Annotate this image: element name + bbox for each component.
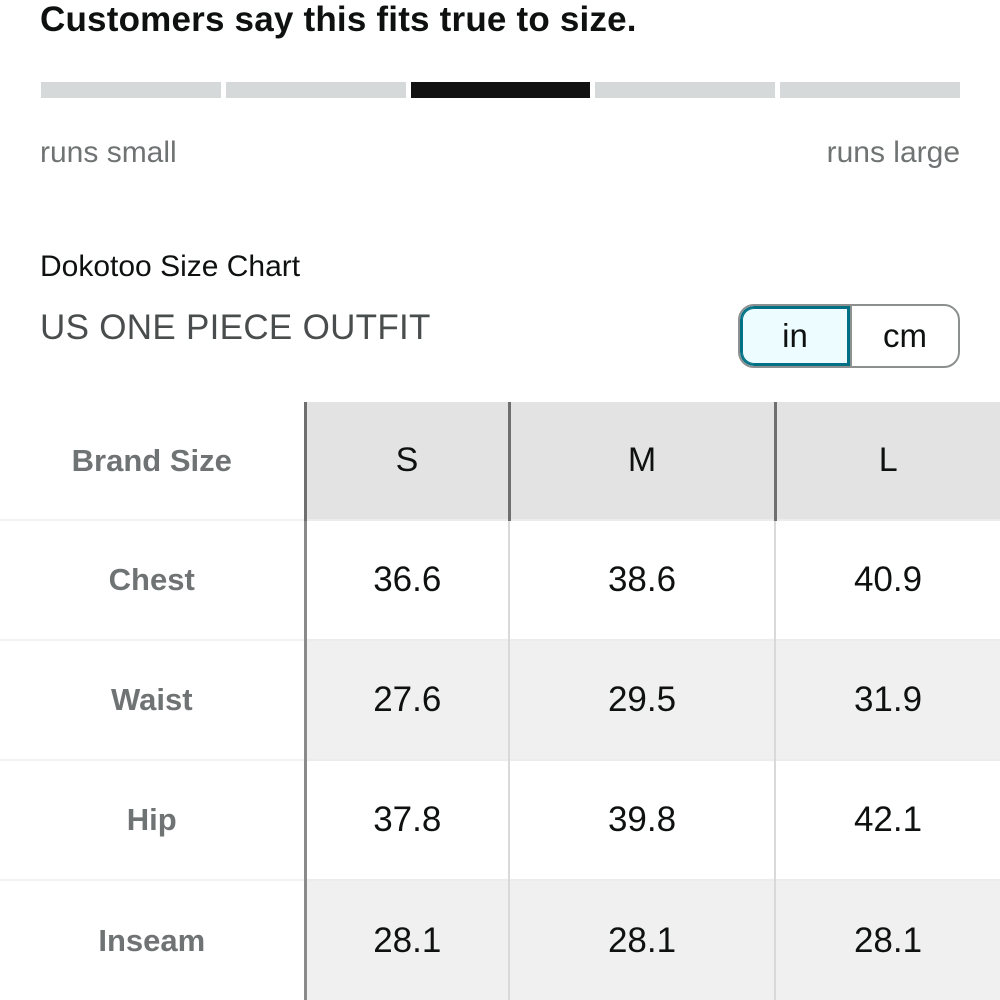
cell-chest-s: 36.6: [303, 519, 509, 640]
cell-waist-m: 29.5: [508, 639, 775, 760]
cell-hip-s: 37.8: [303, 759, 509, 880]
brand-size-label: Brand Size: [71, 442, 232, 478]
unit-toggle: in cm: [738, 304, 960, 368]
size-table: Brand Size S M L Chest 36.6 38.6 40.9 Wa…: [0, 402, 1000, 1000]
table-row-inseam: Inseam 28.1 28.1 28.1: [0, 879, 1000, 1000]
row-label-waist: Waist: [0, 639, 305, 760]
unit-option-cm[interactable]: cm: [850, 306, 958, 366]
fit-segment-somewhat-small: [225, 82, 406, 98]
cell-hip-l: 42.1: [774, 759, 1000, 880]
fit-segment-runs-large: [780, 82, 960, 98]
row-label-chest: Chest: [0, 519, 305, 640]
fit-segment-true-to-size: [410, 82, 591, 98]
cell-chest-m: 38.6: [508, 519, 775, 640]
row-label-hip: Hip: [0, 759, 305, 880]
size-chart-title: Dokotoo Size Chart: [40, 250, 301, 283]
size-chart-subtitle: US ONE PIECE OUTFIT: [40, 308, 431, 347]
column-header-l: L: [773, 402, 1000, 520]
cell-waist-s: 27.6: [303, 639, 509, 760]
column-header-s: S: [303, 402, 509, 520]
row-label-inseam: Inseam: [0, 879, 305, 1000]
fit-segment-runs-small: [41, 82, 221, 98]
cell-hip-m: 39.8: [508, 759, 775, 880]
cell-waist-l: 31.9: [774, 639, 1000, 760]
cell-chest-l: 40.9: [774, 519, 1000, 640]
cell-inseam-m: 28.1: [508, 879, 775, 1000]
table-row-waist: Waist 27.6 29.5 31.9: [0, 639, 1000, 760]
fit-label-runs-large: runs large: [826, 136, 960, 169]
fit-meter: [41, 82, 960, 98]
fit-headline: Customers say this fits true to size.: [40, 0, 637, 39]
fit-label-runs-small: runs small: [40, 136, 177, 169]
unit-option-in[interactable]: in: [740, 306, 850, 366]
cell-inseam-s: 28.1: [303, 879, 509, 1000]
fit-segment-somewhat-large: [595, 82, 776, 98]
table-row-chest: Chest 36.6 38.6 40.9: [0, 519, 1000, 640]
table-row-hip: Hip 37.8 39.8 42.1: [0, 759, 1000, 880]
table-header-row: Brand Size S M L: [0, 402, 1000, 520]
cell-inseam-l: 28.1: [774, 879, 1000, 1000]
column-header-m: M: [507, 402, 775, 520]
